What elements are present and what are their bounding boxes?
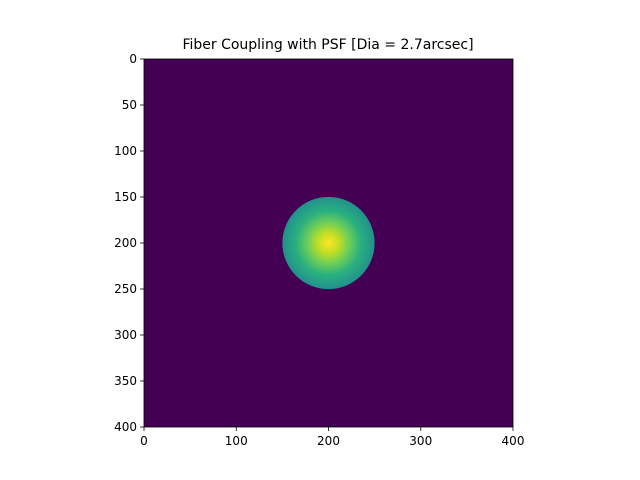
y-tick-label: 200 <box>114 236 137 250</box>
x-tick-label: 200 <box>317 434 340 448</box>
x-tick-label: 0 <box>140 434 148 448</box>
plot-area <box>143 58 514 428</box>
psf-aperture-disk <box>282 196 375 290</box>
y-tick-label: 100 <box>114 144 137 158</box>
y-tick-label: 350 <box>114 374 137 388</box>
y-tick-label: 250 <box>114 282 137 296</box>
y-tick-label: 50 <box>122 98 137 112</box>
y-tick-label: 0 <box>129 52 137 66</box>
x-tick-label: 300 <box>409 434 432 448</box>
x-axis: 0 100 200 300 400 <box>140 427 524 448</box>
y-tick-label: 150 <box>114 190 137 204</box>
x-tick-label: 400 <box>502 434 525 448</box>
y-axis: 0 50 100 150 200 250 300 350 400 <box>114 52 144 434</box>
y-tick-label: 300 <box>114 328 137 342</box>
chart-title: Fiber Coupling with PSF [Dia = 2.7arcsec… <box>182 37 473 53</box>
x-tick-label: 100 <box>225 434 248 448</box>
y-tick-label: 400 <box>114 420 137 434</box>
